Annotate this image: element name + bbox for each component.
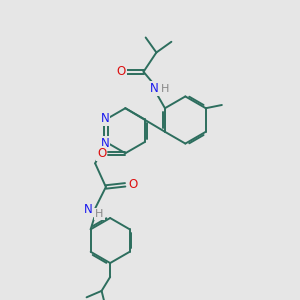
Text: N: N	[100, 112, 109, 125]
Text: O: O	[128, 178, 137, 191]
Text: N: N	[150, 82, 159, 95]
Text: N: N	[84, 203, 93, 216]
Text: H: H	[95, 209, 104, 219]
Text: H: H	[161, 84, 169, 94]
Text: N: N	[100, 136, 109, 149]
Text: O: O	[97, 147, 106, 160]
Text: O: O	[116, 65, 126, 78]
